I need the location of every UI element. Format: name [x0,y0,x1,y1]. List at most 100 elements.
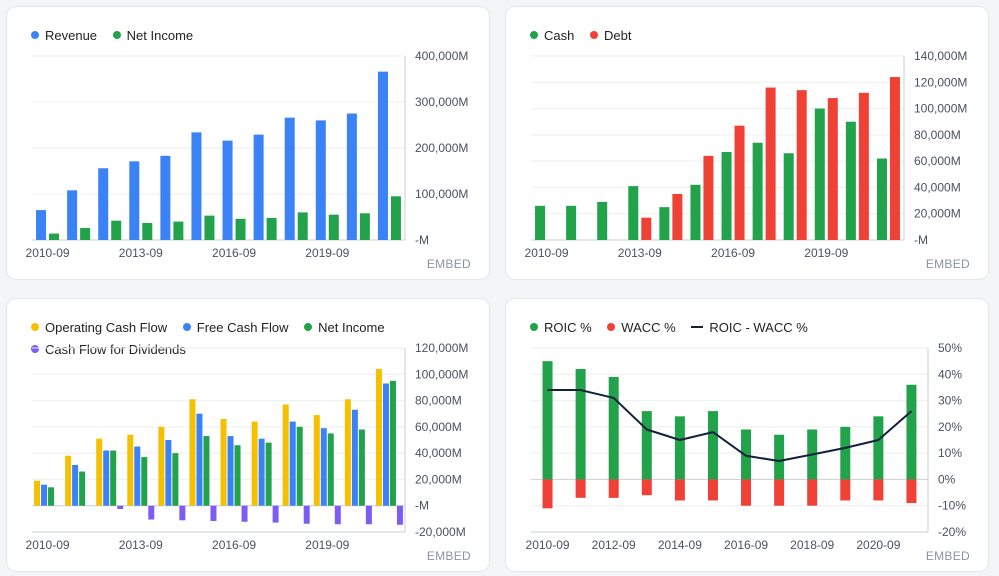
x-tick-label: 2013-09 [119,538,163,552]
bar [241,505,248,522]
y-tick-label: 40% [938,367,962,381]
legend-dot [530,31,538,39]
y-tick-label: 50% [938,341,962,355]
bar [707,411,718,480]
bar [297,212,308,240]
legend-dot [31,323,39,331]
legend-item-net-income[interactable]: Net Income [112,25,193,47]
revenue-income-chart-card: Revenue Net Income -M 100,000M 200,000M 300… [6,6,490,280]
x-tick-label: 2013-09 [119,246,163,260]
bar [134,446,141,506]
cash-debt-bar-chart: -M 20,000M 40,000M 60,000M 80,000M 100,000M 12… [525,49,968,260]
embed-link[interactable]: EMBED [925,549,970,563]
bar [158,426,165,506]
bar [542,479,553,509]
legend-dot [607,323,616,331]
bar [282,404,289,506]
y-tick-label: 20,000M [914,207,961,221]
bar [889,77,900,241]
bar [390,196,401,240]
embed-link[interactable]: EMBED [426,257,471,271]
bar [127,434,134,506]
x-tick-label: 2010-09 [26,246,70,260]
bar [313,415,320,506]
x-tick-label: 2016-09 [711,246,755,260]
y-tick-label: -20% [938,525,966,539]
bar [845,121,856,240]
bar [328,214,339,240]
bar [365,505,372,525]
bar [840,479,851,501]
legend-dot [31,345,39,353]
bar [382,383,389,506]
bar [196,413,203,506]
legend-label: Cash [544,28,575,43]
bar [327,433,334,506]
bar [96,438,103,506]
bar [765,87,776,241]
cash-flow-bar-chart: -20,000M -M 20,000M 40,000M 60,000M 80,000M 10… [26,341,469,552]
bar [141,457,148,506]
legend-dot [304,323,313,331]
bar [377,71,388,240]
bar [707,479,718,501]
bar [535,205,546,240]
bar [65,455,72,506]
legend-item-net-income[interactable]: Net Income [304,317,385,339]
bar [258,438,265,506]
bar [41,484,48,506]
legend-item-cash-flow-for-dividends[interactable]: Cash Flow for Dividends [31,339,186,361]
legend-label: Operating Cash Flow [45,320,168,335]
legend-line-swatch [691,326,704,328]
bar [741,479,752,506]
bar [752,142,763,240]
bar [783,153,794,240]
bar [103,450,110,506]
x-tick-label: 2014-09 [658,538,702,552]
y-tick-label: -20,000M [415,525,466,539]
bar [827,98,838,240]
legend-item-revenue[interactable]: Revenue [31,25,97,47]
bar [234,445,241,506]
bar [189,399,196,506]
bar [253,134,264,240]
bar [204,215,215,240]
embed-link[interactable]: EMBED [426,549,471,563]
y-tick-label: 100,000M [415,367,468,381]
bar [284,117,295,240]
legend-item-free-cash-flow[interactable]: Free Cash Flow [182,317,289,339]
bar [566,205,577,240]
bar [111,220,122,240]
bar [873,479,884,501]
bar [172,453,179,506]
bar [227,436,234,506]
bar [191,132,202,240]
legend-item-cash[interactable]: Cash [530,25,574,47]
legend-label: ROIC % [544,320,592,335]
bar [906,384,917,480]
roic-wacc-chart-card: ROIC % WACC % ROIC - WACC % -20% -10% 0% 10… [505,298,989,572]
bar [351,409,358,506]
legend-item-debt[interactable]: Debt [589,25,631,47]
bar [346,113,357,240]
y-tick-label: 140,000M [914,49,967,63]
bar [80,228,91,240]
legend-dot [112,31,121,39]
bar [690,184,701,240]
bar [160,155,171,240]
y-tick-label: 400,000M [415,49,468,63]
bar [575,479,586,498]
legend-item-roic[interactable]: ROIC % [530,317,592,339]
bar [173,221,184,240]
y-tick-label: 100,000M [415,187,468,201]
legend-item-roic-minus-wacc[interactable]: ROIC - WACC % [691,317,808,339]
y-tick-label: 60,000M [914,154,961,168]
bar [840,426,851,480]
bar [858,92,869,240]
embed-link[interactable]: EMBED [925,257,970,271]
x-tick-label: 2019-09 [804,246,848,260]
bar [265,442,272,506]
y-tick-label: 40,000M [914,180,961,194]
legend-item-wacc[interactable]: WACC % [607,317,676,339]
legend-item-operating-cash-flow[interactable]: Operating Cash Flow [31,317,167,339]
